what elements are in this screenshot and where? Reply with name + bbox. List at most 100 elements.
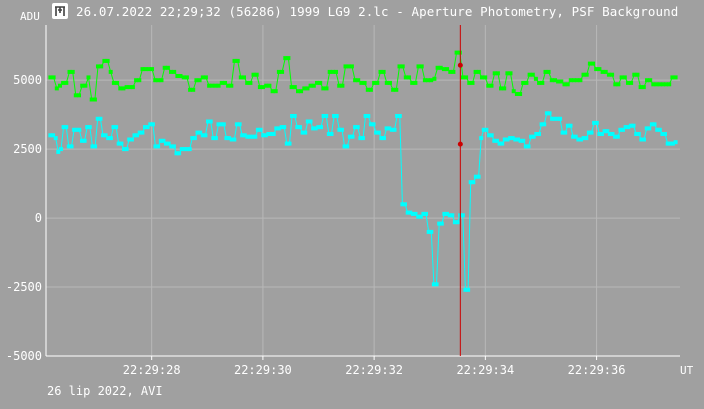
series-0-point (664, 82, 668, 87)
series-0-point (375, 80, 380, 85)
series-0-point (83, 83, 88, 88)
series-1-point (523, 144, 528, 149)
series-1-point (668, 141, 673, 146)
series-0-point (419, 64, 424, 69)
series-0-point (121, 86, 126, 91)
series-1-point (665, 141, 670, 146)
series-1-point (634, 132, 639, 136)
series-1-point (258, 127, 263, 132)
series-0-point (48, 75, 53, 80)
series-0-point (391, 87, 396, 92)
series-1-point (492, 138, 497, 143)
series-1-point (74, 127, 79, 132)
series-0-point (492, 71, 497, 76)
series-1-point (203, 133, 208, 138)
series-1-point (382, 136, 386, 141)
series-0-point (254, 72, 259, 77)
series-1-point (145, 125, 150, 130)
series-1-point (48, 133, 53, 138)
series-0-point (372, 80, 377, 85)
series-1-point (361, 136, 365, 141)
series-0-point (245, 80, 250, 85)
series-1-point (487, 133, 492, 138)
series-1-point (319, 125, 323, 130)
series-0-point (448, 69, 453, 74)
series-0-point (553, 78, 557, 83)
series-0-point (521, 80, 526, 85)
series-1-point (164, 141, 168, 146)
series-1-point (505, 137, 510, 142)
series-0-point (511, 89, 516, 94)
series-0-point (191, 87, 196, 92)
series-1-point (185, 147, 189, 152)
series-0-point (219, 80, 224, 85)
series-1-point (211, 136, 216, 141)
window-title: 26.07.2022 22;29;32 (56286) 1999 LG9 2.l… (76, 4, 679, 19)
series-0-point (89, 97, 94, 102)
series-0-point (622, 75, 627, 80)
series-1-point (518, 138, 523, 143)
series-1-point (565, 123, 570, 128)
series-1-point (389, 127, 394, 132)
series-1-point (416, 214, 421, 219)
series-1-point (190, 136, 195, 141)
series-0-point (194, 78, 199, 83)
y-tick-label: -2500 (6, 280, 42, 294)
series-0-point (223, 80, 227, 85)
series-1-point (481, 127, 486, 132)
series-1-point (124, 147, 129, 152)
series-1-point (484, 127, 489, 132)
series-1-point (213, 136, 218, 141)
series-1-point (340, 127, 344, 132)
series-0-point (476, 69, 481, 74)
cursor-layer[interactable] (457, 25, 463, 356)
series-1-point (69, 144, 74, 149)
series-1-point (571, 134, 576, 139)
series-0-point (96, 64, 100, 69)
series-0-point (445, 67, 450, 72)
series-1-point (150, 122, 155, 127)
series-1-point (56, 149, 61, 154)
series-1-point (80, 138, 84, 143)
series-0-point (518, 92, 523, 96)
series-1-point (410, 211, 415, 216)
series-0-point (64, 80, 69, 85)
series-1-point (400, 202, 405, 207)
telescope-icon[interactable] (52, 3, 68, 19)
series-0-point (480, 75, 484, 80)
series-0-point (153, 78, 158, 83)
series-1-point (403, 202, 407, 207)
series-1-point (64, 125, 69, 130)
series-0-point (549, 78, 554, 83)
series-1-point (108, 136, 113, 141)
series-1-point (158, 138, 163, 143)
series-1-point (584, 136, 589, 141)
series-1-point (143, 125, 147, 130)
series-0-point (172, 69, 177, 74)
series-1-point (452, 220, 457, 225)
series-1-point (642, 137, 646, 142)
series-1-point (329, 132, 334, 136)
series-0-point (467, 80, 472, 85)
series-0-point (349, 64, 354, 69)
series-1-point (531, 134, 536, 139)
series-1-point (544, 111, 549, 116)
series-1-point (229, 137, 234, 142)
series-1-point (77, 127, 82, 132)
series-1-point (550, 116, 555, 121)
series-0-point (330, 69, 335, 74)
series-1-point (85, 125, 90, 130)
series-1-point (463, 287, 468, 292)
series-0-point (127, 85, 132, 90)
series-0-point (137, 78, 142, 83)
series-1-point (324, 114, 329, 118)
series-1-point (216, 122, 221, 127)
series-0-point (292, 85, 297, 90)
series-1-point (592, 120, 597, 125)
series-1-point (510, 136, 515, 141)
series-0-point (381, 69, 386, 74)
series-1-point (269, 132, 274, 136)
series-0-point (565, 82, 570, 87)
series-1-point (271, 132, 276, 136)
